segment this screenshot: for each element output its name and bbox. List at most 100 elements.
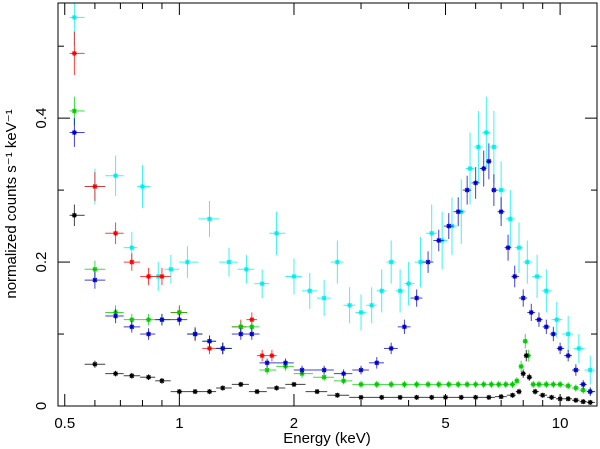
data-point [395, 269, 405, 313]
star-marker [550, 381, 556, 387]
star-marker [207, 389, 213, 395]
star-marker [524, 259, 530, 265]
data-point [254, 269, 270, 299]
star-marker [442, 394, 448, 400]
star-marker [467, 166, 473, 172]
star-marker [379, 288, 385, 294]
data-point [572, 397, 580, 403]
data-point [231, 328, 247, 340]
star-marker [498, 209, 504, 215]
star-marker [139, 184, 145, 190]
data-point [371, 394, 391, 400]
star-marker [341, 378, 347, 384]
data-point [486, 143, 492, 180]
data-point [572, 384, 580, 392]
data-point [530, 380, 537, 389]
data-point [541, 269, 552, 313]
data-point [520, 369, 526, 378]
star-marker [516, 245, 522, 251]
star-marker [580, 399, 586, 405]
data-point [433, 380, 444, 389]
star-marker [491, 187, 497, 193]
data-point [462, 380, 472, 389]
star-marker [358, 394, 364, 400]
data-point [572, 364, 580, 376]
data-point [316, 280, 331, 317]
star-marker [113, 173, 119, 179]
star-marker [146, 317, 152, 323]
series-green [69, 96, 596, 396]
data-point [155, 313, 171, 326]
data-point [491, 174, 498, 206]
data-point [301, 272, 317, 309]
data-point [349, 394, 372, 400]
star-marker [565, 353, 571, 359]
data-point [404, 262, 415, 306]
data-point [410, 289, 423, 307]
star-marker [274, 230, 280, 236]
data-point [237, 254, 255, 284]
data-point [518, 360, 524, 373]
star-marker [129, 245, 135, 251]
series-black [69, 204, 596, 405]
star-marker [446, 381, 452, 387]
star-marker [207, 216, 213, 222]
data-point [397, 380, 411, 389]
data-point [511, 265, 519, 288]
x-axis-label: Energy (keV) [283, 430, 371, 447]
star-marker [425, 381, 431, 387]
star-marker [243, 266, 249, 272]
star-marker [71, 212, 77, 218]
data-point [465, 132, 475, 205]
data-point [305, 389, 328, 395]
data-point [69, 3, 85, 47]
star-marker [429, 230, 435, 236]
star-marker [549, 394, 555, 400]
data-point [216, 342, 232, 355]
star-marker [146, 273, 152, 279]
data-point [368, 380, 384, 389]
star-marker [249, 331, 255, 337]
data-point [330, 240, 344, 284]
star-marker [554, 317, 560, 323]
star-marker [486, 158, 492, 164]
data-point [479, 380, 488, 389]
data-point [487, 380, 496, 389]
data-point [352, 365, 369, 375]
data-point [453, 380, 463, 389]
data-point [555, 396, 565, 402]
data-point [352, 380, 369, 389]
star-marker [455, 381, 461, 387]
star-marker [388, 259, 394, 265]
data-point [259, 358, 277, 368]
star-marker [429, 394, 435, 400]
star-marker [113, 313, 119, 319]
data-point [187, 328, 203, 340]
y-tick-label: 0.2 [33, 252, 50, 273]
data-point [140, 374, 156, 381]
star-marker [587, 389, 593, 395]
x-tick-label: 2 [290, 415, 298, 432]
star-marker [436, 381, 442, 387]
star-marker [71, 50, 77, 56]
star-marker [192, 389, 198, 395]
data-point [313, 365, 334, 375]
data-point [179, 246, 199, 278]
data-point [509, 380, 516, 389]
star-marker [464, 381, 470, 387]
data-point [462, 175, 472, 205]
star-marker [307, 288, 313, 294]
star-marker [249, 324, 255, 330]
star-marker [518, 363, 524, 369]
star-marker [576, 345, 582, 351]
star-marker [543, 324, 549, 330]
star-marker [321, 367, 327, 373]
star-marker [129, 373, 135, 379]
y-tick-label: 0 [33, 402, 50, 410]
data-point [105, 222, 124, 245]
data-point [527, 303, 536, 322]
data-point [105, 370, 124, 377]
data-point [123, 321, 141, 333]
star-marker [291, 381, 297, 387]
star-marker [573, 385, 579, 391]
